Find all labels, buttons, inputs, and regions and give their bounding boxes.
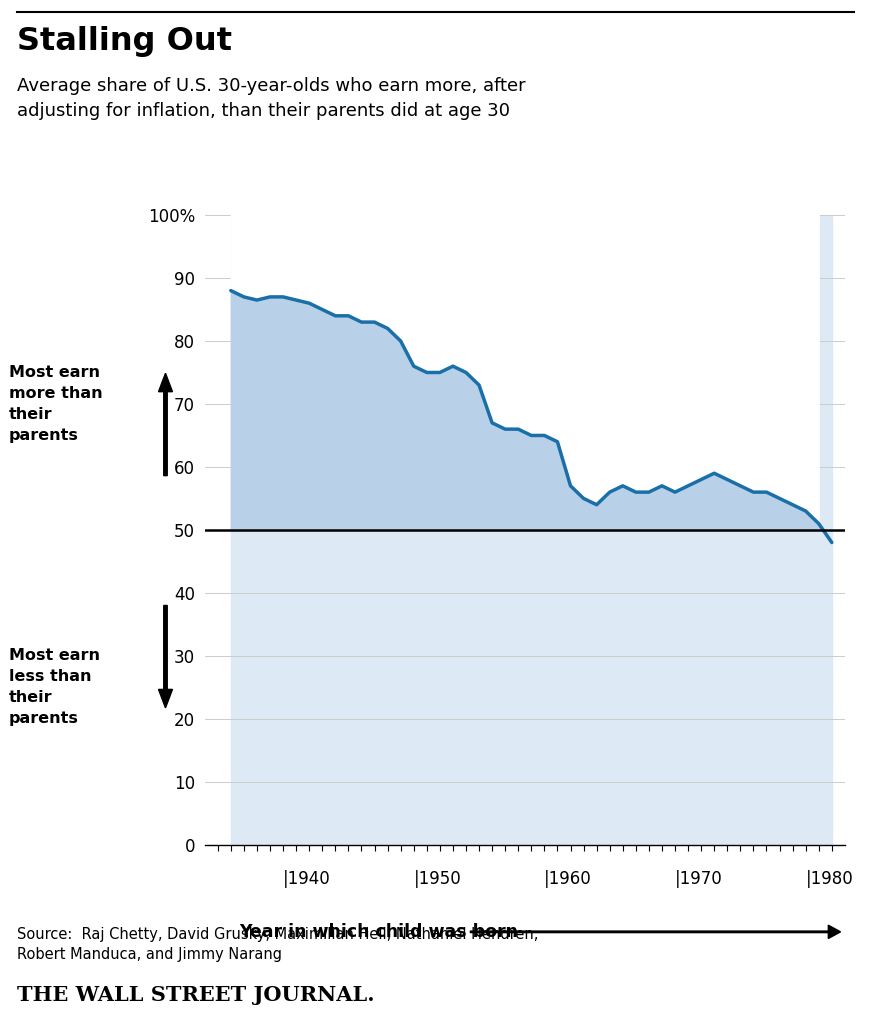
Text: Most earn
less than
their
parents: Most earn less than their parents: [9, 648, 99, 726]
Text: |1960: |1960: [544, 869, 592, 888]
Text: Year in which child was born: Year in which child was born: [240, 923, 518, 941]
Text: THE WALL STREET JOURNAL.: THE WALL STREET JOURNAL.: [17, 985, 375, 1006]
Text: Most earn
more than
their
parents: Most earn more than their parents: [9, 365, 102, 443]
Text: Stalling Out: Stalling Out: [17, 26, 233, 56]
Text: |1980: |1980: [806, 869, 854, 888]
Text: Average share of U.S. 30-year-olds who earn more, after
adjusting for inflation,: Average share of U.S. 30-year-olds who e…: [17, 77, 526, 120]
Text: |1970: |1970: [675, 869, 723, 888]
Text: |1950: |1950: [414, 869, 462, 888]
Text: |1940: |1940: [283, 869, 331, 888]
Text: Source:  Raj Chetty, David Grusky, Maximilian Hell, Nathaniel Hendren,
Robert Ma: Source: Raj Chetty, David Grusky, Maximi…: [17, 927, 539, 962]
